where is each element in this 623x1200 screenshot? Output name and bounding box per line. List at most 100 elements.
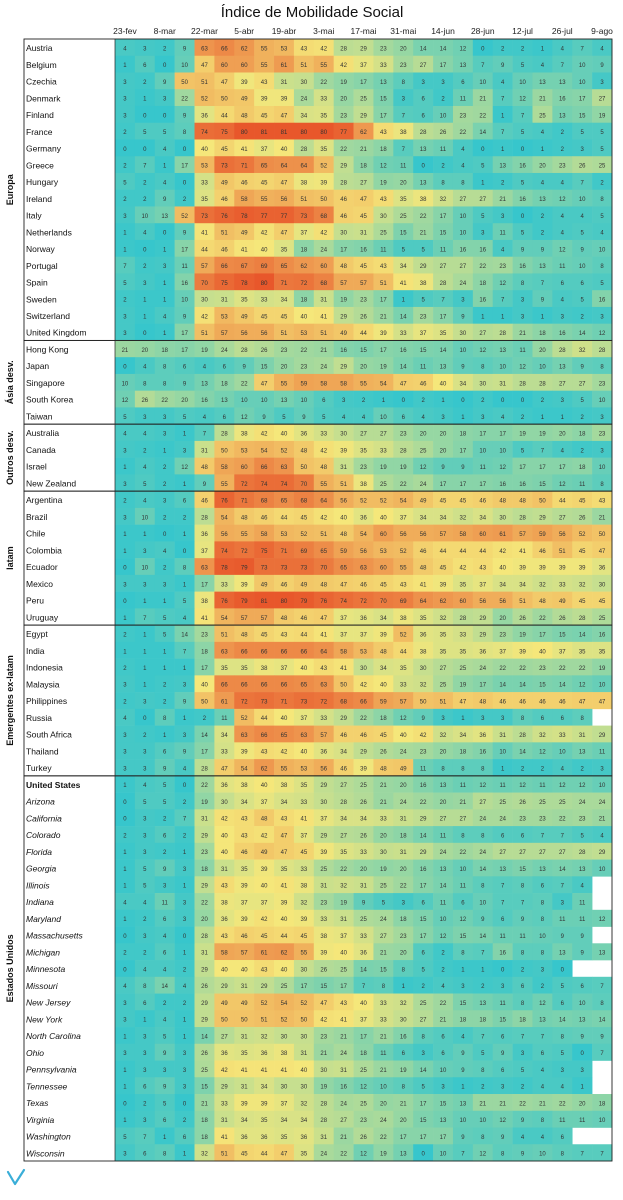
heatmap-cell — [194, 89, 215, 107]
cell-value: 23 — [499, 264, 506, 270]
heatmap-cell — [472, 457, 494, 475]
cell-value: 48 — [499, 499, 506, 505]
cell-value: 5 — [421, 298, 425, 304]
cell-value: 1 — [183, 432, 187, 438]
cell-value: 30 — [201, 298, 208, 304]
cell-value: 18 — [400, 833, 407, 839]
heatmap-cell — [234, 390, 255, 408]
cell-value: 11 — [460, 97, 467, 103]
heatmap-cell — [572, 189, 593, 207]
cell-value: 81 — [261, 130, 268, 136]
heatmap-cell — [512, 440, 533, 458]
heatmap-cell — [234, 89, 255, 107]
cell-value: 37 — [340, 616, 347, 622]
heatmap-cell — [174, 424, 195, 442]
heatmap-cell — [313, 122, 334, 140]
heatmap-cell — [393, 105, 414, 124]
heatmap-cell — [333, 323, 354, 341]
cell-value: 37 — [420, 331, 427, 337]
cell-value: 68 — [301, 499, 308, 505]
cell-value: 17 — [181, 331, 188, 337]
cell-value: 2 — [501, 46, 505, 52]
x-tick-label: 19-abr — [272, 26, 297, 36]
cell-value: 66 — [261, 683, 268, 689]
cell-value: 25 — [380, 231, 387, 237]
cell-value: 12 — [499, 465, 506, 471]
cell-value: 10 — [122, 381, 129, 387]
cell-value: 29 — [201, 967, 208, 973]
cell-value: 14 — [181, 633, 188, 639]
heatmap-cell — [512, 122, 533, 140]
heatmap-cell — [572, 122, 593, 140]
heatmap-cell — [532, 290, 553, 308]
cell-value: 78 — [241, 281, 248, 287]
cell-value: 16 — [340, 1085, 347, 1091]
cell-value: 49 — [420, 499, 427, 505]
heatmap-cell — [274, 55, 295, 73]
cell-value: 43 — [380, 264, 387, 270]
cell-value: 22 — [320, 80, 327, 86]
cell-value: 48 — [420, 566, 427, 572]
cell-value: 29 — [340, 314, 347, 320]
cell-value: 26 — [519, 800, 526, 806]
heatmap-cell — [174, 390, 195, 408]
heatmap-cell — [532, 407, 553, 425]
cell-value: 22 — [301, 348, 308, 354]
heatmap-cell — [572, 223, 593, 241]
heatmap-cell — [592, 239, 613, 258]
cell-value: 77 — [340, 130, 347, 136]
cell-value: 7 — [123, 264, 127, 270]
heatmap-cell — [373, 189, 394, 207]
cell-value: 21 — [380, 951, 387, 957]
cell-value: 74 — [221, 549, 228, 555]
cell-value: 47 — [281, 850, 288, 856]
cell-value: 5 — [521, 180, 525, 186]
heatmap-cell — [134, 122, 156, 140]
cell-value: 40 — [261, 247, 268, 253]
cell-value: 27 — [579, 381, 586, 387]
cell-value: 55 — [281, 766, 288, 772]
cell-value: 24 — [380, 917, 387, 923]
cell-value: 41 — [420, 582, 427, 588]
x-tick-label: 28-jun — [471, 26, 495, 36]
cell-value: 24 — [340, 1101, 347, 1107]
heatmap-cell — [572, 323, 593, 341]
cell-value: 26 — [360, 800, 367, 806]
cell-value: 10 — [559, 750, 566, 756]
heatmap-cell — [452, 156, 474, 174]
cell-value: 22 — [499, 666, 506, 672]
cell-value: 24 — [479, 666, 486, 672]
cell-value: 36 — [201, 113, 208, 119]
cell-value: 28 — [340, 180, 347, 186]
cell-value: 29 — [539, 515, 546, 521]
cell-value: 26 — [579, 164, 586, 170]
heatmap-cell — [373, 156, 394, 174]
cell-value: 17 — [380, 113, 387, 119]
cell-value: 12 — [519, 365, 526, 371]
row-label: Hong Kong — [26, 344, 69, 354]
cell-value: 28 — [201, 934, 208, 940]
cell-value: 31 — [499, 381, 506, 387]
cell-value: 12 — [479, 1152, 486, 1158]
heatmap-cell — [373, 72, 394, 90]
heatmap-cell — [472, 156, 494, 174]
cell-value: 23 — [301, 365, 308, 371]
cell-value: 28 — [241, 348, 248, 354]
cell-value: 29 — [340, 716, 347, 722]
cell-value: 19 — [380, 465, 387, 471]
cell-value: 23 — [499, 633, 506, 639]
heatmap-cell — [115, 105, 136, 124]
heatmap-cell — [274, 139, 295, 157]
cell-value: 20 — [201, 917, 208, 923]
cell-value: 51 — [320, 331, 327, 337]
cell-value: 3 — [600, 415, 604, 421]
cell-value: 46 — [420, 549, 427, 555]
cell-value: 31 — [320, 884, 327, 890]
cell-value: 79 — [241, 599, 248, 605]
heatmap-cell — [532, 72, 553, 90]
heatmap-cell — [552, 273, 573, 291]
cell-value: 42 — [261, 432, 268, 438]
cell-value: 53 — [301, 331, 308, 337]
heatmap-cell — [592, 206, 613, 224]
